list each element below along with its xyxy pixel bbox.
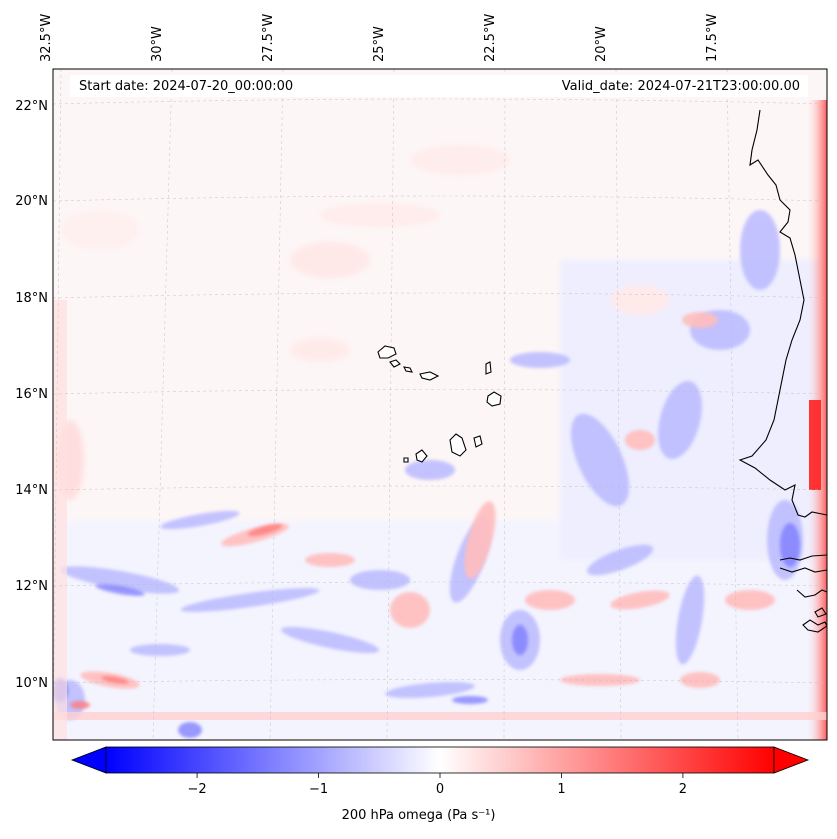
lat-label: 20°N [15,194,48,209]
colorbar-gradient [105,746,775,774]
colorbar-tick-label: 1 [557,782,566,797]
colorbar-extend-min [70,746,107,774]
lat-label: 10°N [15,676,48,691]
coastline [738,109,827,633]
header-box [70,75,808,97]
gridlines [53,69,827,740]
colorbar-extend-max [773,746,810,774]
lat-label: 14°N [15,483,48,498]
lat-label: 18°N [15,291,48,306]
omega-field [53,69,827,740]
lat-label: 12°N [15,579,48,594]
cape-verde-islands [377,345,502,463]
colorbar-label: 200 hPa omega (Pa s⁻¹) [341,808,496,823]
colorbar-ticks [196,773,684,778]
lat-label: 16°N [15,387,48,402]
colorbar-tick-label: −1 [308,782,329,797]
lat-label: 22°N [15,99,48,114]
start-date-text: Start date: 2024-07-20_00:00:00 [79,79,294,94]
colorbar-tick-label: −2 [187,782,207,797]
colorbar-tick-label: 2 [678,782,688,797]
colorbar-tick-label: 0 [435,782,445,797]
map-frame [52,68,828,741]
valid-date-text: Valid_date: 2024-07-21T23:00:00.00 [561,79,800,94]
